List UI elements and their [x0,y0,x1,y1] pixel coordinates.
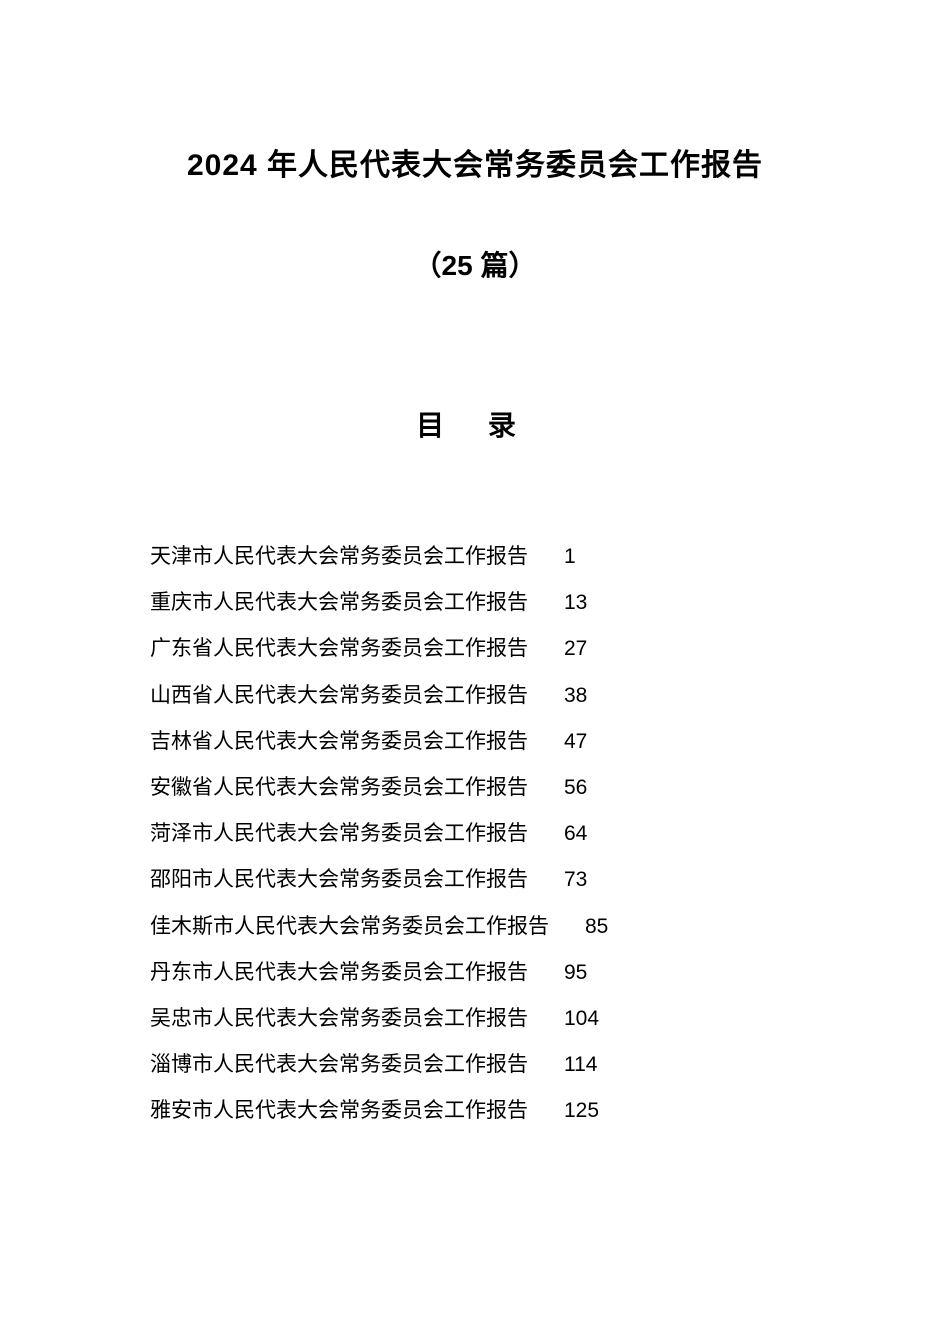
toc-row: 丹东市人民代表大会常务委员会工作报告 95 [150,950,800,996]
toc-entry-page: 27 [564,626,587,672]
toc-row: 邵阳市人民代表大会常务委员会工作报告 73 [150,857,800,903]
toc-entry-page: 47 [564,719,587,765]
toc-row: 菏泽市人民代表大会常务委员会工作报告 64 [150,811,800,857]
toc-entry-title: 邵阳市人民代表大会常务委员会工作报告 [150,857,528,903]
toc-entry-title: 吴忠市人民代表大会常务委员会工作报告 [150,996,528,1042]
toc-entry-title: 吉林省人民代表大会常务委员会工作报告 [150,719,528,765]
document-main-title: 2024 年人民代表大会常务委员会工作报告 [150,140,800,184]
toc-row: 山西省人民代表大会常务委员会工作报告 38 [150,673,800,719]
toc-entry-page: 73 [564,857,587,903]
toc-row: 佳木斯市人民代表大会常务委员会工作报告 85 [150,904,800,950]
toc-row: 安徽省人民代表大会常务委员会工作报告 56 [150,765,800,811]
toc-entry-title: 山西省人民代表大会常务委员会工作报告 [150,673,528,719]
toc-entry-page: 64 [564,811,587,857]
toc-entry-title: 重庆市人民代表大会常务委员会工作报告 [150,580,528,626]
toc-entry-title: 菏泽市人民代表大会常务委员会工作报告 [150,811,528,857]
toc-entry-page: 114 [564,1042,597,1088]
toc-entry-page: 85 [585,904,608,950]
toc-row: 天津市人民代表大会常务委员会工作报告 1 [150,534,800,580]
toc-entry-title: 雅安市人民代表大会常务委员会工作报告 [150,1088,528,1134]
toc-entry-title: 丹东市人民代表大会常务委员会工作报告 [150,950,528,996]
toc-entry-title: 安徽省人民代表大会常务委员会工作报告 [150,765,528,811]
toc-row: 重庆市人民代表大会常务委员会工作报告 13 [150,580,800,626]
toc-entry-title: 淄博市人民代表大会常务委员会工作报告 [150,1042,528,1088]
toc-entry-page: 13 [564,580,587,626]
toc-entry-title: 天津市人民代表大会常务委员会工作报告 [150,534,528,580]
toc-entry-page: 56 [564,765,587,811]
toc-list: 天津市人民代表大会常务委员会工作报告1重庆市人民代表大会常务委员会工作报告13广… [150,534,800,1134]
toc-row: 淄博市人民代表大会常务委员会工作报告 114 [150,1042,800,1088]
toc-entry-page: 95 [564,950,587,996]
toc-entry-title: 广东省人民代表大会常务委员会工作报告 [150,626,528,672]
toc-entry-page: 38 [564,673,587,719]
toc-heading: 目 录 [150,404,800,444]
toc-entry-page: 1 [564,534,576,580]
toc-row: 广东省人民代表大会常务委员会工作报告 27 [150,626,800,672]
document-subtitle: （25 篇） [150,244,800,284]
toc-entry-title: 佳木斯市人民代表大会常务委员会工作报告 [150,904,549,950]
toc-entry-page: 104 [564,996,599,1042]
toc-row: 吉林省人民代表大会常务委员会工作报告 47 [150,719,800,765]
toc-entry-page: 125 [564,1088,599,1134]
toc-row: 吴忠市人民代表大会常务委员会工作报告 104 [150,996,800,1042]
toc-row: 雅安市人民代表大会常务委员会工作报告 125 [150,1088,800,1134]
